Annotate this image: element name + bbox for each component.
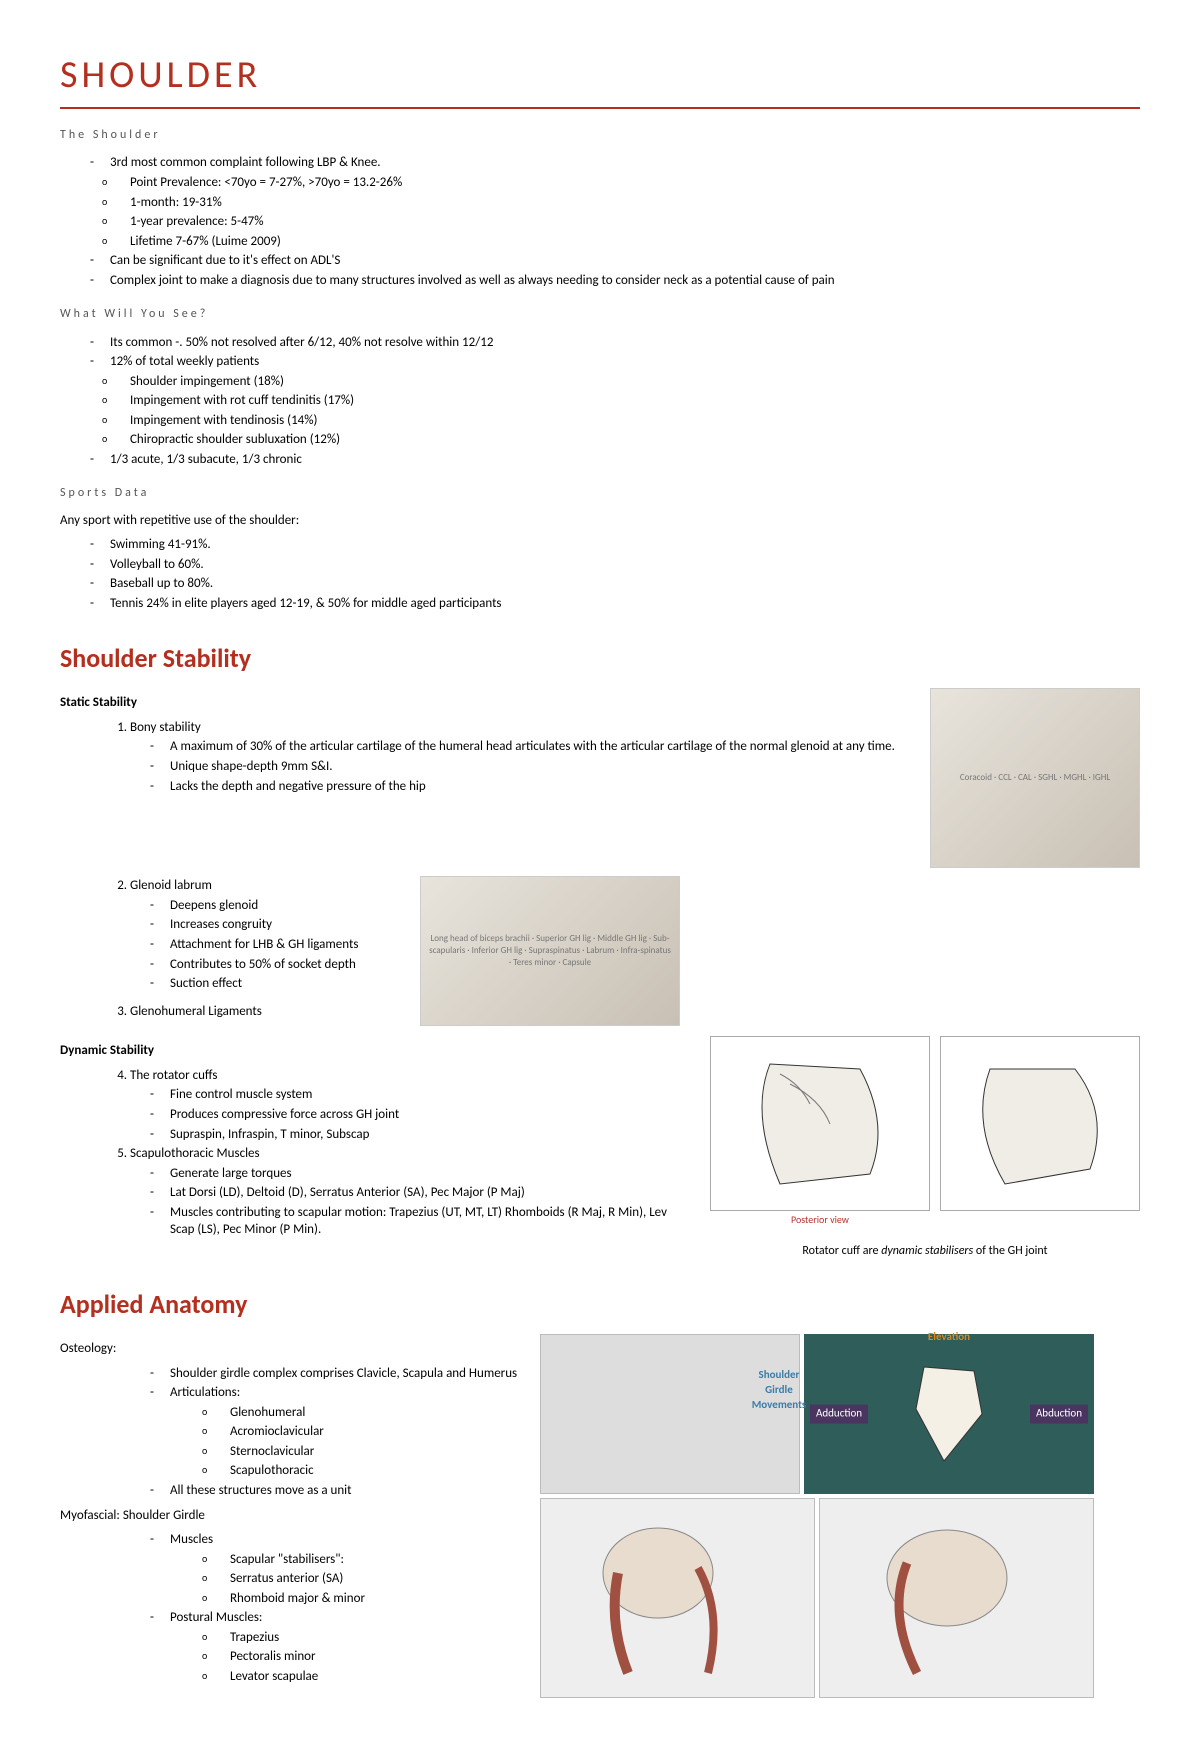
- list-item: Fine control muscle system: [170, 1085, 690, 1105]
- list-item: Supraspin, Infraspin, T minor, Subscap: [170, 1125, 690, 1145]
- list-item: Unique shape-depth 9mm S&I.: [170, 757, 910, 777]
- static-stability-head: Static Stability: [60, 694, 910, 712]
- list-item: Scapulothoracic: [230, 1461, 520, 1481]
- rotator-cuff-caption: Rotator cuff are dynamic stabilisers of …: [802, 1243, 1047, 1259]
- anatomy-title: Applied Anatomy: [60, 1287, 1140, 1322]
- list-item: Generate large torques: [170, 1164, 690, 1184]
- list-item: Lat Dorsi (LD), Deltoid (D), Serratus An…: [170, 1183, 690, 1203]
- sports-intro: Any sport with repetitive use of the sho…: [60, 512, 1140, 530]
- abduction-label: Abduction: [1030, 1405, 1088, 1424]
- list-item: Articulations:: [170, 1383, 520, 1403]
- section-head-sports: Sports Data: [60, 485, 1140, 501]
- list-item: Scapulothoracic Muscles: [130, 1144, 690, 1164]
- section-head-shoulder: The Shoulder: [60, 127, 1140, 143]
- shoulder-muscles-lateral-image: [819, 1498, 1094, 1698]
- list-item: Chiropractic shoulder subluxation (12%): [130, 430, 1140, 450]
- elevation-label: Elevation: [928, 1330, 970, 1345]
- list-item: Rhomboid major & minor: [230, 1589, 520, 1609]
- list-item: Shoulder girdle complex comprises Clavic…: [170, 1364, 520, 1384]
- list-item: Deepens glenoid: [170, 896, 400, 916]
- list-item: Tennis 24% in elite players aged 12-19, …: [110, 594, 1140, 614]
- list-item: Swimming 41-91%.: [110, 535, 1140, 555]
- list-item: Lifetime 7-67% (Luime 2009): [130, 232, 1140, 252]
- movements-title: Shoulder Girdle Movements: [744, 1364, 814, 1417]
- list-item: 3rd most common complaint following LBP …: [110, 153, 1140, 173]
- girdle-movements-diagram: Elevation Adduction Abduction: [804, 1334, 1094, 1494]
- list-item: All these structures move as a unit: [170, 1481, 520, 1501]
- list-item: Can be significant due to it's effect on…: [110, 251, 1140, 271]
- list-item: Impingement with rot cuff tendinitis (17…: [130, 391, 1140, 411]
- list-item: Glenohumeral: [230, 1403, 520, 1423]
- shoulder-ligaments-image: Coracoid · CCL · CAL · SGHL · MGHL · IGH…: [930, 688, 1140, 868]
- section-head-see: What Will You See?: [60, 306, 1140, 322]
- list-item: Glenohumeral Ligaments: [130, 1002, 400, 1022]
- list-item: Baseball up to 80%.: [110, 574, 1140, 594]
- list-item: 1/3 acute, 1/3 subacute, 1/3 chronic: [110, 450, 1140, 470]
- list-item: Scapular "stabilisers":: [230, 1550, 520, 1570]
- list-item: Point Prevalence: <70yo = 7-27%, >70yo =…: [130, 173, 1140, 193]
- list-item: The rotator cuffs: [130, 1066, 690, 1086]
- list-item: Volleyball to 60%.: [110, 555, 1140, 575]
- anatomy-images-grid: Shoulder Girdle Movements Elevation Addu…: [540, 1334, 1100, 1698]
- list-item: Glenoid labrum: [130, 876, 400, 896]
- list-item: A maximum of 30% of the articular cartil…: [170, 737, 910, 757]
- list-item: Attachment for LHB & GH ligaments: [170, 935, 400, 955]
- list-item: Shoulder impingement (18%): [130, 372, 1140, 392]
- list-item: 1-year prevalence: 5-47%: [130, 212, 1140, 232]
- list-item: Postural Muscles:: [170, 1608, 520, 1628]
- list-item: Pectoralis minor: [230, 1647, 520, 1667]
- shoulder-muscles-anterior-image: [540, 1498, 815, 1698]
- rotator-cuff-anterior-image: [940, 1036, 1140, 1211]
- list-item: 1-month: 19-31%: [130, 193, 1140, 213]
- myofascial-head: Myofascial: Shoulder Girdle: [60, 1507, 520, 1525]
- list-item: Suction effect: [170, 974, 400, 994]
- list-item: Levator scapulae: [230, 1667, 520, 1687]
- list-item: Acromioclavicular: [230, 1422, 520, 1442]
- list-item: Trapezius: [230, 1628, 520, 1648]
- list-item: Serratus anterior (SA): [230, 1569, 520, 1589]
- page-title: SHOULDER: [60, 50, 1140, 109]
- osteology-head: Osteology:: [60, 1340, 520, 1358]
- glenoid-labrum-image: Long head of biceps brachii · Superior G…: [420, 876, 680, 1026]
- list-item: Bony stability: [130, 718, 910, 738]
- list-item: Produces compressive force across GH joi…: [170, 1105, 690, 1125]
- list-item: Muscles contributing to scapular motion:…: [170, 1203, 690, 1240]
- stability-title: Shoulder Stability: [60, 641, 1140, 676]
- list-item: Increases congruity: [170, 915, 400, 935]
- list-item: 12% of total weekly patients: [110, 352, 1140, 372]
- list-item: Lacks the depth and negative pressure of…: [170, 777, 910, 797]
- list-item: Impingement with tendinosis (14%): [130, 411, 1140, 431]
- posterior-view-label: Posterior view: [710, 1213, 930, 1227]
- dynamic-stability-head: Dynamic Stability: [60, 1042, 690, 1060]
- rotator-cuff-posterior-image: [710, 1036, 930, 1211]
- list-item: Sternoclavicular: [230, 1442, 520, 1462]
- list-item: Complex joint to make a diagnosis due to…: [110, 271, 1140, 291]
- list-item: Its common -. 50% not resolved after 6/1…: [110, 333, 1140, 353]
- list-item: Muscles: [170, 1530, 520, 1550]
- adduction-label: Adduction: [810, 1405, 868, 1424]
- list-item: Contributes to 50% of socket depth: [170, 955, 400, 975]
